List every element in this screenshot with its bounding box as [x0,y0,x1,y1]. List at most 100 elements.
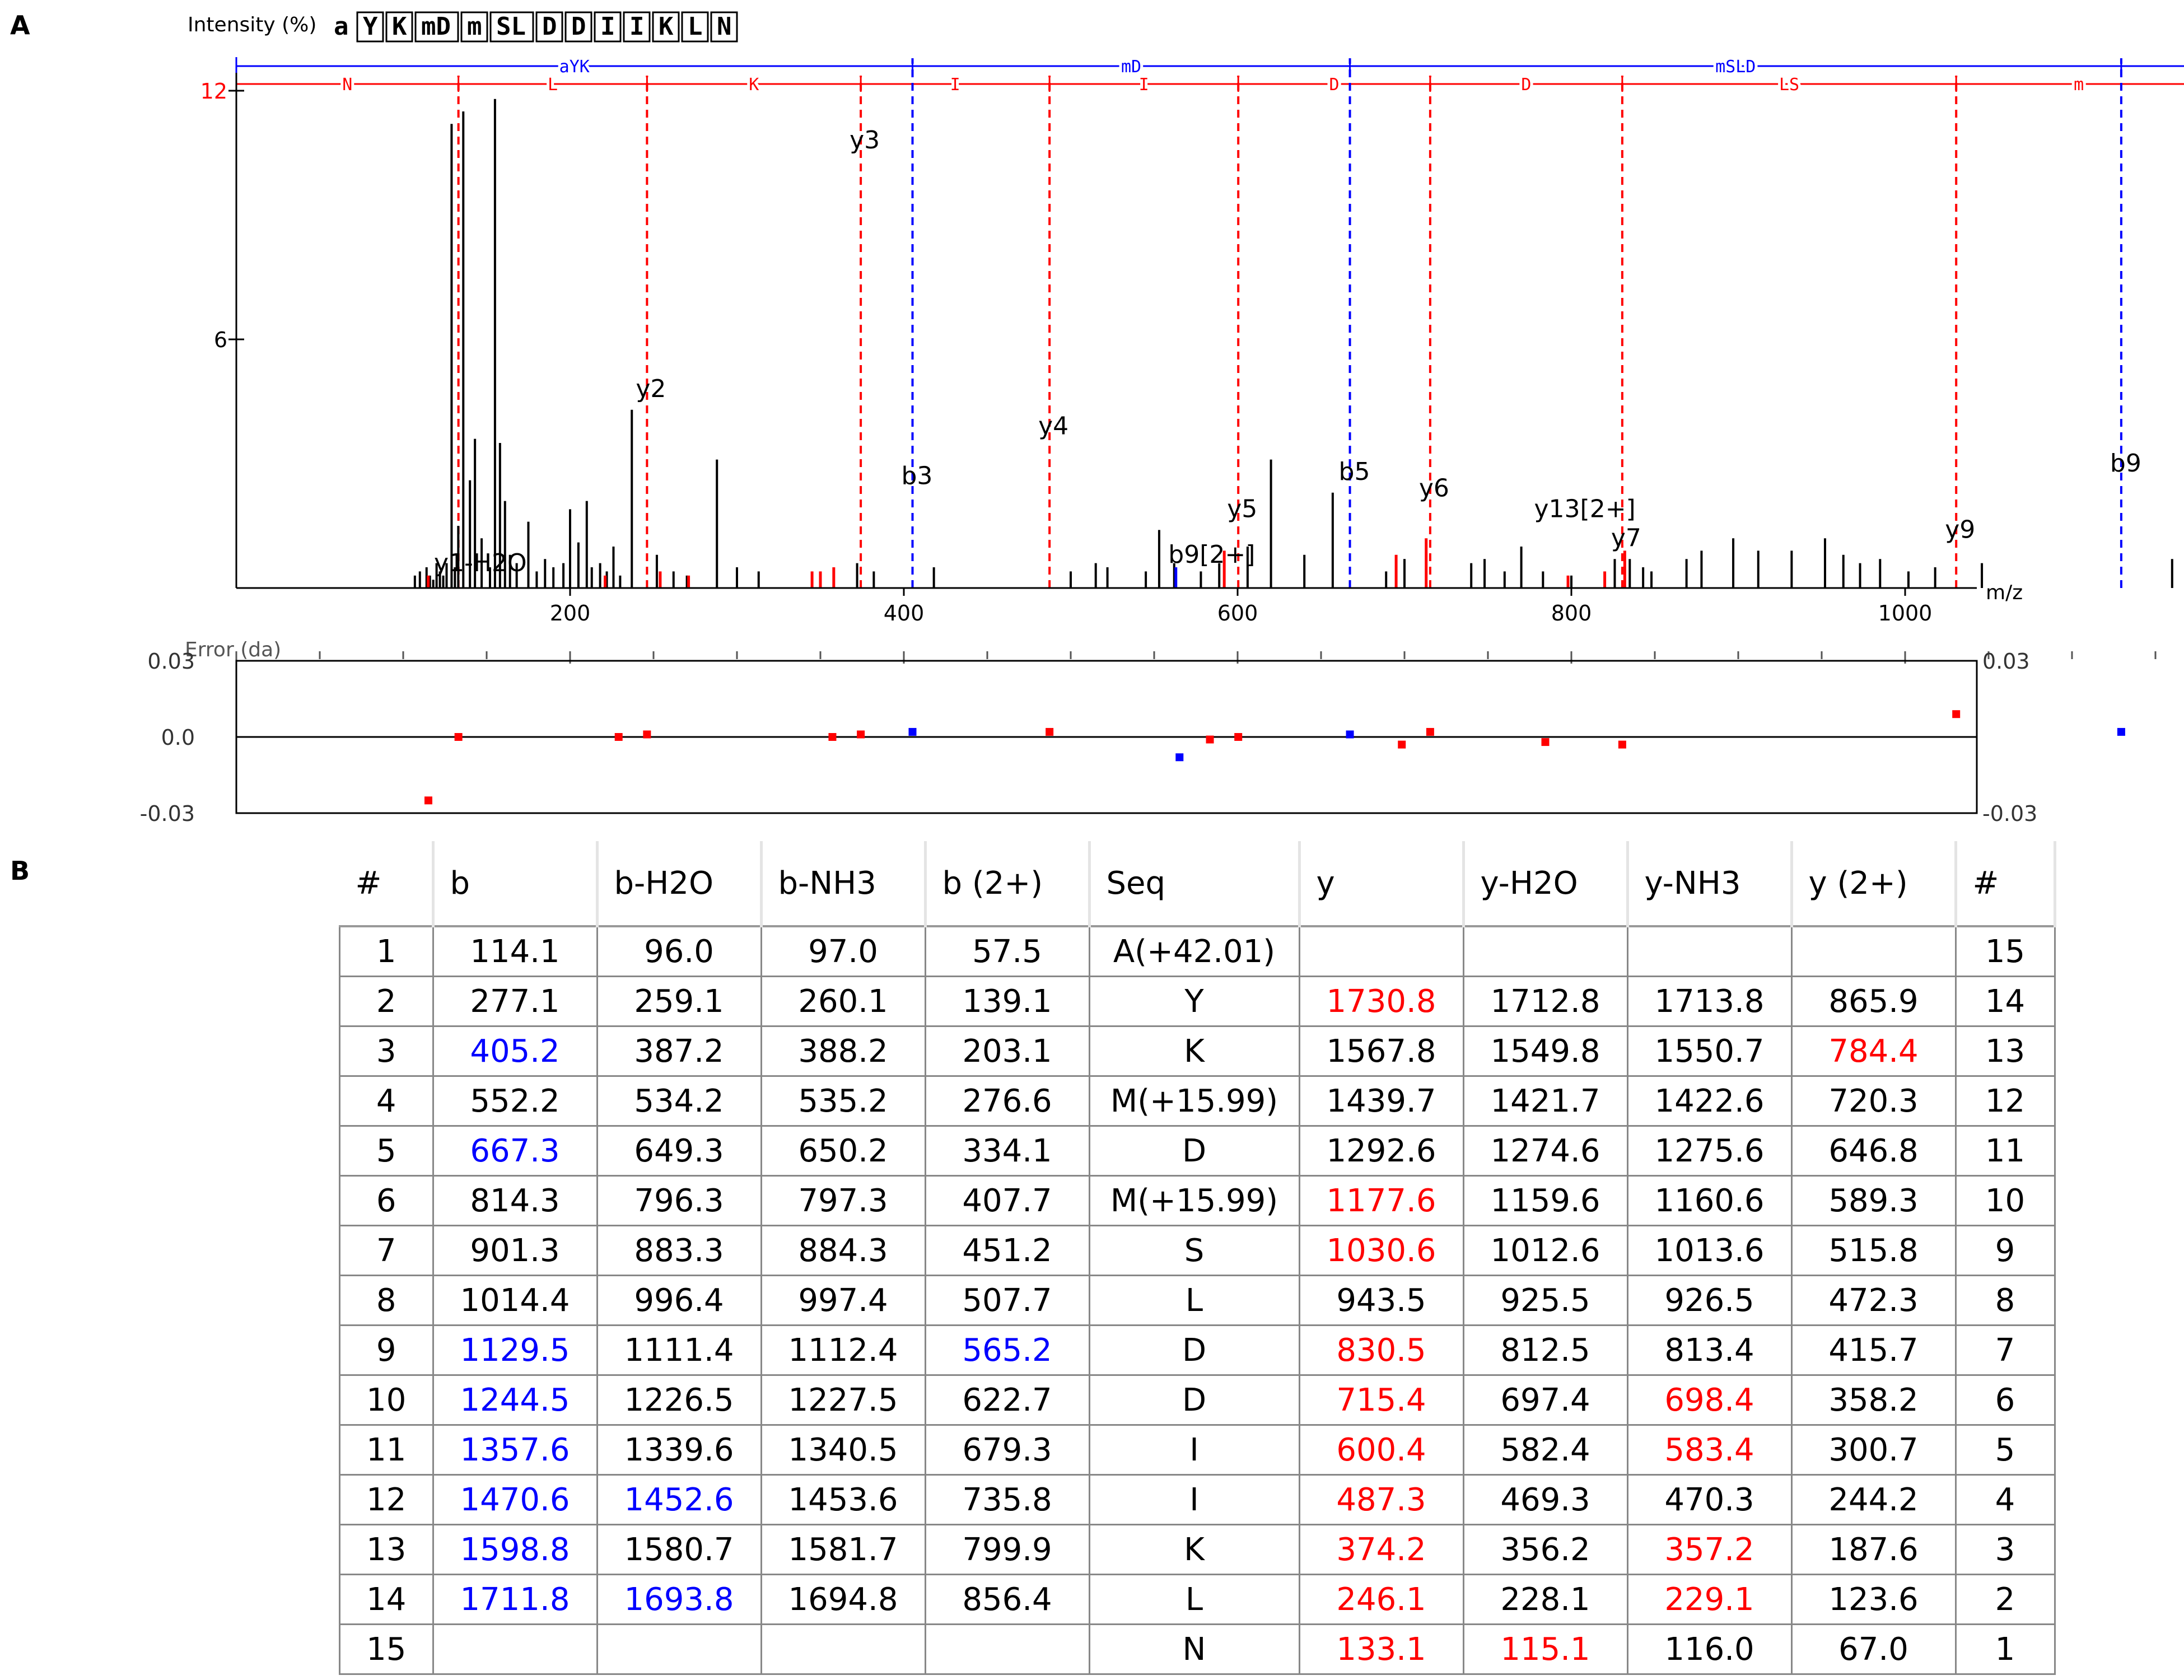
table-cell: 9 [339,1324,434,1376]
table-cell: 1421.7 [1462,1075,1628,1127]
table-cell: 374.2 [1298,1524,1464,1575]
table-cell: 203.1 [924,1025,1090,1077]
table-cell [596,1623,762,1675]
table-cell: 650.2 [760,1125,926,1177]
table-cell: L [1088,1275,1300,1326]
table-cell: 943.5 [1298,1275,1464,1326]
table-cell: 358.2 [1790,1374,1957,1426]
table-cell: 1012.6 [1462,1225,1628,1276]
fragment-ion-table: # b b-H2O b-NH3 b (2+) Seq y y-H2O y-NH3 y (2+) # … [339,841,2056,1675]
sequence-box [681,11,709,43]
sequence-residue: D [542,12,557,41]
table-cell: 1339.6 [596,1424,762,1476]
panel-label-b: B [10,856,30,886]
error-y-tick-label: 0.0 [161,725,195,750]
table-cell: 14 [339,1574,434,1625]
table-cell: 12 [339,1474,434,1525]
table-cell: 14 [1954,976,2056,1027]
table-cell: 582.4 [1462,1424,1628,1476]
table-cell: 1227.5 [760,1374,926,1426]
table-cell: N [1088,1623,1300,1675]
table-row: 13 1598.8 1580.7 1581.7 799.9 K 374.2 356.2 357.… [339,1524,2056,1575]
table-cell: 57.5 [924,925,1090,977]
table-cell: 1111.4 [596,1324,762,1376]
sequence-residue: a [334,12,349,41]
table-row: 8 1014.4 996.4 997.4 507.7 L 943.5 925.5 926.5 47… [339,1275,2056,1326]
table-cell: 997.4 [760,1275,926,1326]
b-ladder-residue-label: mD [1121,57,1141,77]
y-tick-label: 12 [200,79,227,104]
y-axis-label: Intensity (%) [188,13,316,36]
y-ladder-residue-label: LS [1779,75,1799,95]
table-cell: S [1088,1225,1300,1276]
ion-label: y1-H2O [434,549,527,577]
table-cell: 451.2 [924,1225,1090,1276]
column-header: y-NH3 [1627,841,1793,927]
table-cell: 1422.6 [1626,1075,1793,1127]
table-cell: 10 [339,1374,434,1426]
table-cell: 229.1 [1626,1574,1793,1625]
table-cell: 334.1 [924,1125,1090,1177]
table-cell: 472.3 [1790,1275,1957,1326]
table-cell: 1712.8 [1462,976,1628,1027]
table-cell: 1159.6 [1462,1175,1628,1226]
table-cell: 646.8 [1790,1125,1957,1177]
table-cell: 4 [339,1075,434,1127]
table-cell: 796.3 [596,1175,762,1226]
table-row: 5 667.3 649.3 650.2 334.1 D 1292.6 1274.6 1275.6… [339,1125,2056,1177]
table-cell: 925.5 [1462,1275,1628,1326]
fragment-table-container: # b b-H2O b-NH3 b (2+) Seq y y-H2O y-NH3 y (2+) # … [339,841,2056,1675]
table-cell: 1452.6 [596,1474,762,1525]
error-y-tick-label: 0.03 [147,649,195,674]
error-point [1175,753,1184,762]
table-cell: 469.3 [1462,1474,1628,1525]
table-cell: 1711.8 [432,1574,598,1625]
table-cell: 735.8 [924,1474,1090,1525]
ion-label: b3 [901,461,932,490]
table-row: 14 1711.8 1693.8 1694.8 856.4 L 246.1 228.1 229.… [339,1574,2056,1625]
table-cell: 901.3 [432,1225,598,1276]
sequence-residue: K [392,12,407,41]
error-point [643,730,651,739]
y-tick-label: 6 [214,328,227,352]
error-point [2117,727,2125,736]
panel-label-a: A [10,10,30,40]
table-cell: 1549.8 [1462,1025,1628,1077]
table-cell: 388.2 [760,1025,926,1077]
table-cell [924,1623,1090,1675]
table-cell: 1340.5 [760,1424,926,1476]
table-cell: 583.4 [1626,1424,1793,1476]
table-header-row: # b b-H2O b-NH3 b (2+) Seq y y-H2O y-NH3 y (2+) # [339,841,2056,927]
sequence-residue: K [659,12,674,41]
table-cell: 1014.4 [432,1275,598,1326]
table-cell: 698.4 [1626,1374,1793,1426]
table-cell: 115.1 [1462,1623,1628,1675]
table-cell [1626,925,1793,977]
table-cell: 600.4 [1298,1424,1464,1476]
error-point [454,733,463,741]
y-ladder-residue-label: I [950,75,960,95]
error-axis-label: Error (da) [185,638,281,661]
table-cell: 1013.6 [1626,1225,1793,1276]
table-cell: 10 [1954,1175,2056,1226]
table-cell: 67.0 [1790,1623,1957,1675]
column-header: # [339,841,435,927]
table-cell: 123.6 [1790,1574,1957,1625]
ion-label: y13[2+] [1534,495,1636,524]
table-cell: 276.6 [924,1075,1090,1127]
table-cell: 884.3 [760,1225,926,1276]
x-tick-label: 200 [550,601,591,626]
table-cell: 589.3 [1790,1175,1957,1226]
table-cell: 7 [339,1225,434,1276]
column-header: Seq [1089,841,1301,927]
table-cell: 679.3 [924,1424,1090,1476]
table-cell: 565.2 [924,1324,1090,1376]
table-cell: 799.9 [924,1524,1090,1575]
table-cell: 865.9 [1790,976,1957,1027]
table-cell: Y [1088,976,1300,1027]
table-cell: 715.4 [1298,1374,1464,1426]
sequence-box [564,11,592,43]
column-header: b (2+) [925,841,1091,927]
table-cell: 830.5 [1298,1324,1464,1376]
error-y-tick-label: -0.03 [140,801,195,826]
